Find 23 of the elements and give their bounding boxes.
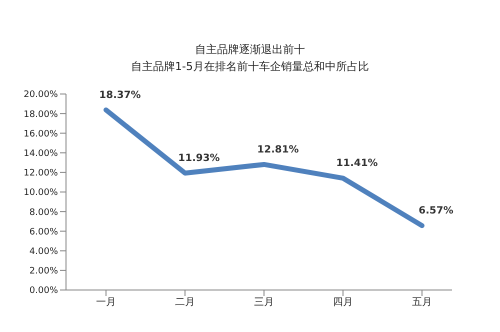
data-label: 12.81%	[257, 144, 299, 156]
data-label: 11.93%	[178, 153, 220, 164]
y-tick-label: 16.00%	[24, 129, 58, 140]
x-tick-label: 三月	[254, 297, 274, 308]
chart-title: 自主品牌逐渐退出前十	[194, 42, 306, 57]
y-tick-label: 0.00%	[29, 286, 58, 296]
x-tick-label: 五月	[412, 297, 432, 308]
chart-subtitle: 自主品牌1-5月在排名前十车企销量总和中所占比	[130, 59, 370, 74]
y-tick-label: 18.00%	[24, 110, 58, 120]
data-label: 11.41%	[336, 158, 378, 170]
y-tick-label: 4.00%	[29, 246, 58, 257]
x-tick-label: 四月	[333, 297, 353, 308]
y-tick-label: 20.00%	[24, 90, 58, 100]
y-tick-label: 6.00%	[29, 227, 58, 238]
x-tick-label: 二月	[175, 297, 195, 308]
y-tick-label: 10.00%	[24, 188, 58, 198]
y-tick-label: 14.00%	[24, 148, 58, 159]
x-tick-label: 一月	[96, 297, 116, 308]
data-label: 18.37%	[99, 90, 141, 101]
y-tick-label: 8.00%	[29, 208, 58, 218]
y-tick-label: 12.00%	[24, 168, 58, 179]
y-tick-label: 2.00%	[29, 266, 58, 277]
data-label: 6.57%	[418, 206, 454, 217]
